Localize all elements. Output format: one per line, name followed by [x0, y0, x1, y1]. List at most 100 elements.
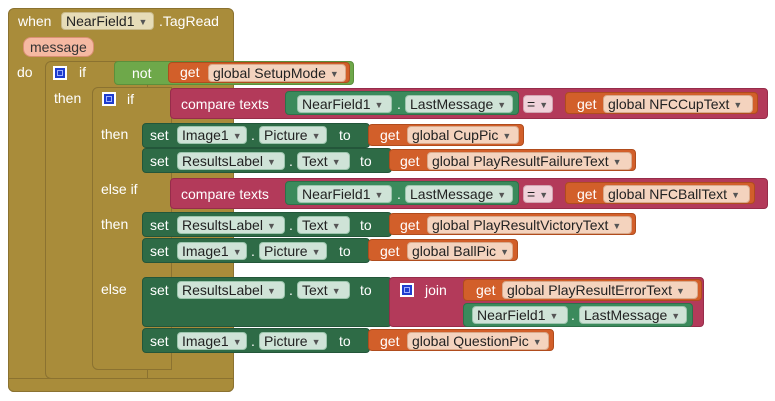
property-dropdown[interactable]: LastMessage ▼	[405, 95, 513, 113]
chevron-down-icon: ▼	[549, 311, 559, 321]
get-label: get	[400, 217, 420, 233]
dot-label: .	[289, 153, 293, 169]
get-label: get	[380, 243, 400, 259]
chevron-down-icon: ▼	[539, 100, 549, 110]
var-victorytext-dropdown[interactable]: global PlayResultVictoryText ▼	[427, 216, 632, 234]
outer-then-label: then	[54, 90, 82, 106]
get-label: get	[380, 127, 400, 143]
var-cuppic-dropdown[interactable]: global CupPic ▼	[407, 126, 519, 144]
chevron-down-icon: ▼	[612, 157, 622, 167]
dot-label: .	[289, 217, 293, 233]
var-nfccuptext-dropdown[interactable]: global NFCCupText ▼	[603, 95, 753, 113]
component-dropdown[interactable]: NearField1 ▼	[472, 306, 568, 324]
param-message[interactable]: message	[23, 37, 94, 57]
chevron-down-icon: ▼	[374, 100, 384, 110]
then2-label: then	[101, 216, 129, 232]
property-dropdown[interactable]: Text ▼	[297, 152, 350, 170]
chevron-down-icon: ▼	[671, 311, 681, 321]
to-label: to	[339, 127, 351, 143]
event-component-dropdown[interactable]: NearField1 ▼	[61, 12, 154, 30]
property-dropdown[interactable]: Text ▼	[297, 281, 350, 299]
var-failuretext-dropdown[interactable]: global PlayResultFailureText ▼	[427, 152, 632, 170]
property-dropdown[interactable]: Text ▼	[297, 216, 350, 234]
chevron-down-icon: ▼	[731, 190, 740, 200]
get-label: get	[180, 64, 200, 80]
else-label: else	[101, 281, 127, 297]
component-dropdown[interactable]: NearField1 ▼	[297, 95, 392, 113]
chevron-down-icon: ▼	[532, 337, 542, 347]
component-dropdown[interactable]: ResultsLabel ▼	[177, 152, 285, 170]
inner-if-label: if	[127, 91, 134, 107]
dot-label: .	[397, 96, 401, 112]
component-dropdown[interactable]: ResultsLabel ▼	[177, 281, 285, 299]
var-nfcballtext-dropdown[interactable]: global NFCBallText ▼	[603, 185, 750, 203]
set-label: set	[150, 243, 169, 259]
outer-if-mutator-icon[interactable]	[53, 66, 67, 80]
chevron-down-icon: ▼	[500, 247, 509, 257]
then1-label: then	[101, 126, 129, 142]
component-dropdown[interactable]: Image1 ▼	[177, 242, 247, 260]
outer-if-label: if	[79, 64, 86, 80]
compare-operator-dropdown[interactable]: = ▼	[523, 95, 553, 113]
to-label: to	[360, 282, 372, 298]
chevron-down-icon: ▼	[497, 190, 507, 200]
else-if-label: else if	[101, 181, 138, 197]
property-dropdown[interactable]: Picture ▼	[259, 126, 327, 144]
join-mutator-icon[interactable]	[400, 283, 414, 297]
to-label: to	[360, 153, 372, 169]
to-label: to	[339, 333, 351, 349]
to-label: to	[339, 243, 351, 259]
dot-label: .	[251, 333, 255, 349]
component-dropdown[interactable]: NearField1 ▼	[297, 185, 392, 203]
chevron-down-icon: ▼	[329, 69, 339, 79]
component-dropdown[interactable]: Image1 ▼	[177, 332, 247, 350]
component-dropdown[interactable]: ResultsLabel ▼	[177, 216, 285, 234]
chevron-down-icon: ▼	[374, 190, 384, 200]
chevron-down-icon: ▼	[266, 157, 276, 167]
compare-texts-label: compare texts	[181, 186, 269, 202]
chevron-down-icon: ▼	[502, 131, 512, 141]
chevron-down-icon: ▼	[311, 131, 321, 141]
set-label: set	[150, 153, 169, 169]
do-label: do	[17, 64, 33, 80]
chevron-down-icon: ▼	[612, 221, 622, 231]
chevron-down-icon: ▼	[675, 286, 685, 296]
get-label: get	[577, 186, 597, 202]
dot-label: .	[251, 243, 255, 259]
chevron-down-icon: ▼	[311, 247, 321, 257]
component-dropdown[interactable]: Image1 ▼	[177, 126, 247, 144]
var-errortext-dropdown[interactable]: global PlayResultErrorText ▼	[502, 281, 698, 299]
var-setupmode-dropdown[interactable]: global SetupMode ▼	[208, 64, 346, 82]
when-label: when	[18, 13, 52, 29]
event-name-label: .TagRead	[159, 13, 219, 29]
get-label: get	[380, 333, 400, 349]
set-label: set	[150, 333, 169, 349]
get-label: get	[577, 96, 597, 112]
dot-label: .	[251, 127, 255, 143]
var-questionpic-dropdown[interactable]: global QuestionPic ▼	[407, 332, 549, 350]
chevron-down-icon: ▼	[331, 221, 341, 231]
property-dropdown[interactable]: Picture ▼	[259, 332, 327, 350]
dot-label: .	[571, 307, 575, 323]
join-label: join	[425, 282, 447, 298]
chevron-down-icon: ▼	[232, 337, 242, 347]
property-dropdown[interactable]: LastMessage ▼	[405, 185, 513, 203]
get-label: get	[400, 153, 420, 169]
chevron-down-icon: ▼	[331, 157, 341, 167]
chevron-down-icon: ▼	[331, 286, 341, 296]
chevron-down-icon: ▼	[138, 17, 148, 27]
not-label: not	[132, 65, 152, 81]
compare-texts-label: compare texts	[181, 96, 269, 112]
chevron-down-icon: ▼	[266, 286, 276, 296]
property-dropdown[interactable]: Picture ▼	[259, 242, 327, 260]
chevron-down-icon: ▼	[232, 131, 242, 141]
to-label: to	[360, 217, 372, 233]
set-label: set	[150, 217, 169, 233]
dot-label: .	[397, 186, 401, 202]
chevron-down-icon: ▼	[266, 221, 276, 231]
var-ballpic-dropdown[interactable]: global BallPic ▼	[407, 242, 513, 260]
compare-operator-dropdown[interactable]: = ▼	[523, 185, 553, 203]
inner-if-mutator-icon[interactable]	[102, 92, 116, 106]
property-dropdown[interactable]: LastMessage ▼	[579, 306, 687, 324]
set-label: set	[150, 282, 169, 298]
